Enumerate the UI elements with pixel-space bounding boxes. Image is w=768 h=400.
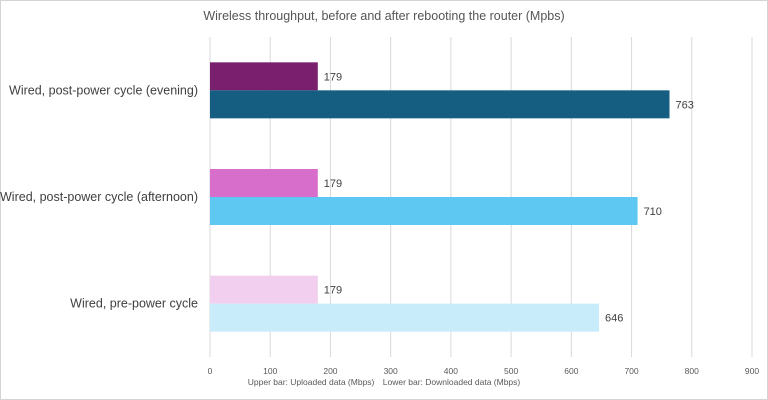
- lower-bar-note: Lower bar: Downloaded data (Mbps): [382, 377, 521, 387]
- upper-bar-wired-post-power-cycle-afternoon: [210, 169, 318, 197]
- x-tick-label-600: 600: [564, 366, 578, 376]
- upper-bar-value-wired-post-power-cycle-afternoon: 179: [324, 178, 342, 190]
- x-tick-label-200: 200: [323, 366, 337, 376]
- upper-bar-value-wired-pre-power-cycle: 179: [324, 285, 342, 297]
- category-label-wired-post-power-cycle-afternoon: Wired, post-power cycle (afternoon): [0, 190, 198, 204]
- category-label-wired-post-power-cycle-evening: Wired, post-power cycle (evening): [9, 83, 198, 97]
- category-label-wired-pre-power-cycle: Wired, pre-power cycle: [70, 297, 198, 311]
- x-tick-label-0: 0: [208, 366, 213, 376]
- upper-bar-wired-post-power-cycle-evening: [210, 62, 318, 91]
- upper-bar-wired-pre-power-cycle: [210, 275, 318, 304]
- x-tick-label-300: 300: [384, 366, 398, 376]
- chart-title: Wireless throughput, before and after re…: [203, 9, 565, 23]
- upper-bar-value-wired-post-power-cycle-evening: 179: [324, 71, 342, 83]
- lower-bar-wired-pre-power-cycle: [210, 303, 600, 332]
- upper-bar-note: Upper bar: Uploaded data (Mbps): [247, 377, 375, 387]
- lower-bar-value-wired-pre-power-cycle: 646: [605, 313, 623, 325]
- x-tick-label-800: 800: [685, 366, 699, 376]
- lower-bar-wired-post-power-cycle-afternoon: [210, 197, 638, 225]
- x-tick-label-500: 500: [504, 366, 518, 376]
- x-tick-label-400: 400: [444, 366, 458, 376]
- lower-bar-value-wired-post-power-cycle-afternoon: 710: [644, 206, 662, 218]
- chart-footnote: Upper bar: Uploaded data (Mbps) Lower ba…: [0, 377, 768, 387]
- lower-bar-wired-post-power-cycle-evening: [210, 90, 670, 119]
- lower-bar-value-wired-post-power-cycle-evening: 763: [675, 99, 693, 111]
- x-tick-label-700: 700: [624, 366, 638, 376]
- x-tick-label-900: 900: [745, 366, 759, 376]
- x-tick-label-100: 100: [263, 366, 277, 376]
